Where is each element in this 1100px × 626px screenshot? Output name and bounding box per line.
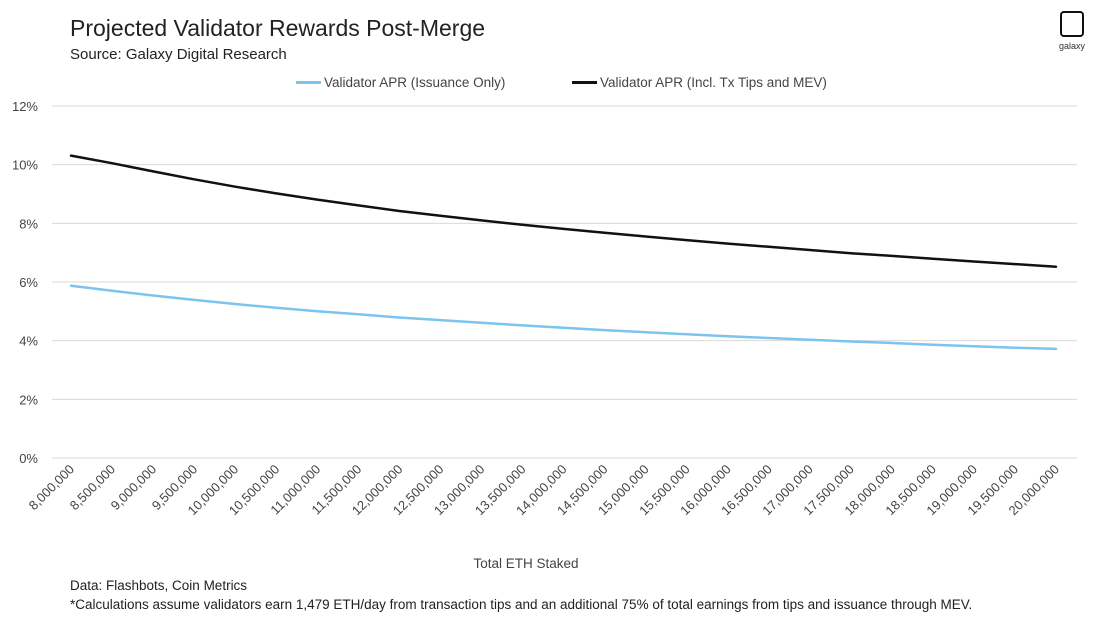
footer-data-note: Data: Flashbots, Coin Metrics bbox=[70, 578, 248, 593]
galaxy-logo-text: galaxy bbox=[1058, 41, 1085, 51]
legend-label-issuance: Validator APR (Issuance Only) bbox=[324, 75, 506, 90]
y-tick-label: 4% bbox=[19, 334, 38, 349]
legend-swatch-mev bbox=[572, 81, 597, 84]
legend-item-issuance: Validator APR (Issuance Only) bbox=[296, 75, 505, 90]
y-tick-label: 2% bbox=[19, 392, 38, 407]
chart-legend: Validator APR (Issuance Only) Validator … bbox=[0, 75, 1100, 95]
galaxy-logo-icon bbox=[1060, 11, 1084, 37]
legend-label-mev: Validator APR (Incl. Tx Tips and MEV) bbox=[600, 75, 827, 90]
chart-title: Projected Validator Rewards Post-Merge bbox=[70, 15, 486, 41]
galaxy-logo: galaxy bbox=[1054, 11, 1090, 55]
legend-item-mev: Validator APR (Incl. Tx Tips and MEV) bbox=[572, 75, 827, 90]
y-tick-label: 6% bbox=[19, 275, 38, 290]
y-tick-label: 0% bbox=[19, 451, 38, 466]
line-chart: 0%2%4%6%8%10%12%8,000,0008,500,0009,000,… bbox=[12, 99, 1077, 518]
series-line-mev bbox=[69, 154, 1058, 268]
x-axis-title: Total ETH Staked bbox=[473, 556, 579, 571]
series-line-issuance bbox=[69, 284, 1058, 351]
y-tick-label: 12% bbox=[12, 99, 38, 114]
legend-swatch-issuance bbox=[296, 81, 321, 84]
footer-calc-note: *Calculations assume validators earn 1,4… bbox=[70, 597, 973, 612]
y-tick-label: 10% bbox=[12, 158, 38, 173]
y-tick-label: 8% bbox=[19, 216, 38, 231]
chart-subtitle: Source: Galaxy Digital Research bbox=[70, 46, 287, 63]
